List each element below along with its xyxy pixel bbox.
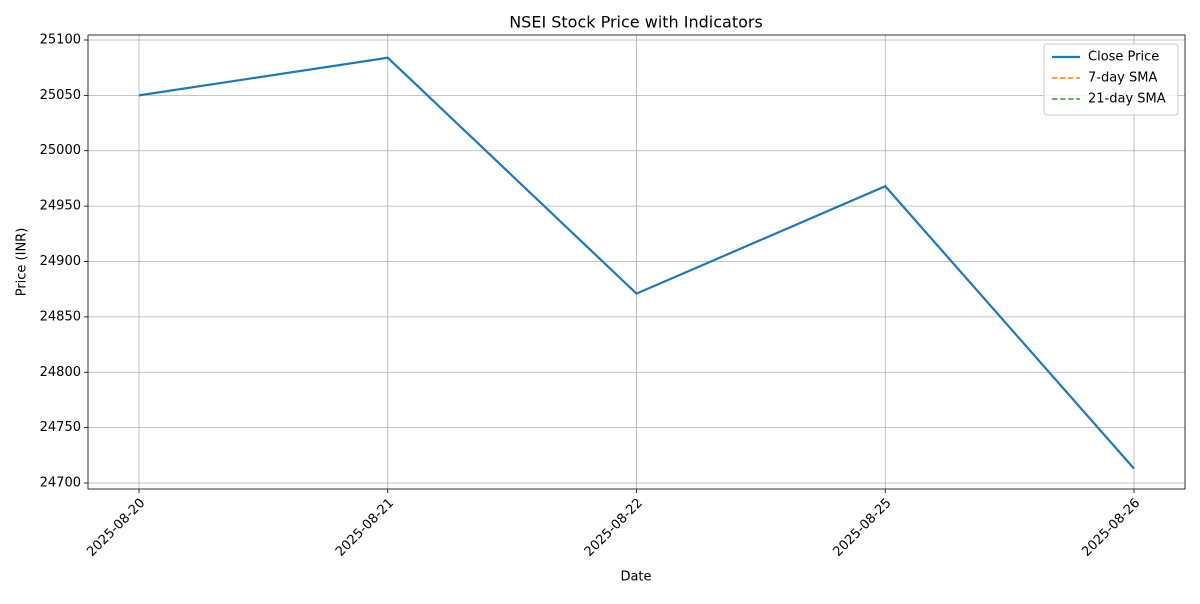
y-tick-label: 25000 [40,143,81,158]
y-tick-label: 25050 [40,88,81,103]
legend-label: Close Price [1088,50,1159,65]
y-tick-label: 24700 [40,476,81,491]
y-axis-label: Price (INR) [15,228,30,297]
plot-frame [87,34,1186,490]
line-series [138,56,1135,470]
legend-label: 7-day SMA [1088,71,1157,86]
y-tick-label: 24750 [40,420,81,435]
y-tick-label: 24800 [40,365,81,380]
y-tick-label: 24850 [40,309,81,324]
legend-box [1043,43,1179,116]
x-axis-label: Date [620,570,651,585]
legend-label: 21-day SMA [1088,92,1166,107]
chart-title: NSEI Stock Price with Indicators [509,13,763,32]
y-tick-label: 25100 [40,32,81,47]
y-tick-label: 24950 [40,199,81,214]
y-tick-label: 24900 [40,254,81,269]
